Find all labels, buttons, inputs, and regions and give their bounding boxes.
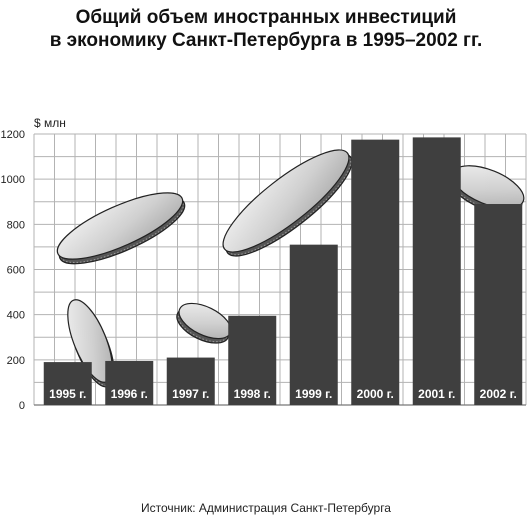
bar [289,244,338,405]
coin-icon [176,302,232,344]
y-tick-label: 200 [7,355,25,367]
y-tick-label: 600 [7,265,25,277]
bar [412,137,461,405]
bar [166,357,215,405]
bar [105,360,154,405]
category-label: 1996 г. [111,387,148,401]
y-tick-label: 1200 [1,129,25,141]
bar [228,315,277,405]
coin-icon [56,192,186,265]
y-tick-label: 400 [7,310,25,322]
y-axis: 0 200 400 600 800 1000 1200 $ млн [1,116,66,412]
coin-icon [222,149,353,257]
category-label: 1998 г. [234,387,271,401]
category-label: 2002 г. [480,387,517,401]
category-label: 1995 г. [49,387,86,401]
title-line-2: в экономику Санкт-Петербурга в 1995–2002… [49,30,483,51]
bar [351,139,400,406]
category-label: 2001 г. [418,387,455,401]
coin-decorations [56,149,525,388]
chart-title: Общий объем иностранных инвестиций в эко… [0,6,532,52]
bar [474,204,523,405]
y-tick-label: 0 [19,400,25,412]
coin-icon [67,299,115,388]
y-tick-label: 800 [7,219,25,231]
bars: 1995 г. 1996 г. 1997 г. 1998 г. 1999 г. 2000 … [43,137,523,406]
y-tick-label: 1000 [1,174,25,186]
category-label: 1999 г. [295,387,332,401]
category-label: 2000 г. [357,387,394,401]
y-axis-label: $ млн [34,116,66,130]
bar [43,362,92,405]
source-note: Источник: Администрация Санкт-Петербурга [141,501,391,515]
title-line-1: Общий объем иностранных инвестиций [75,7,457,28]
category-label: 1997 г. [172,387,209,401]
